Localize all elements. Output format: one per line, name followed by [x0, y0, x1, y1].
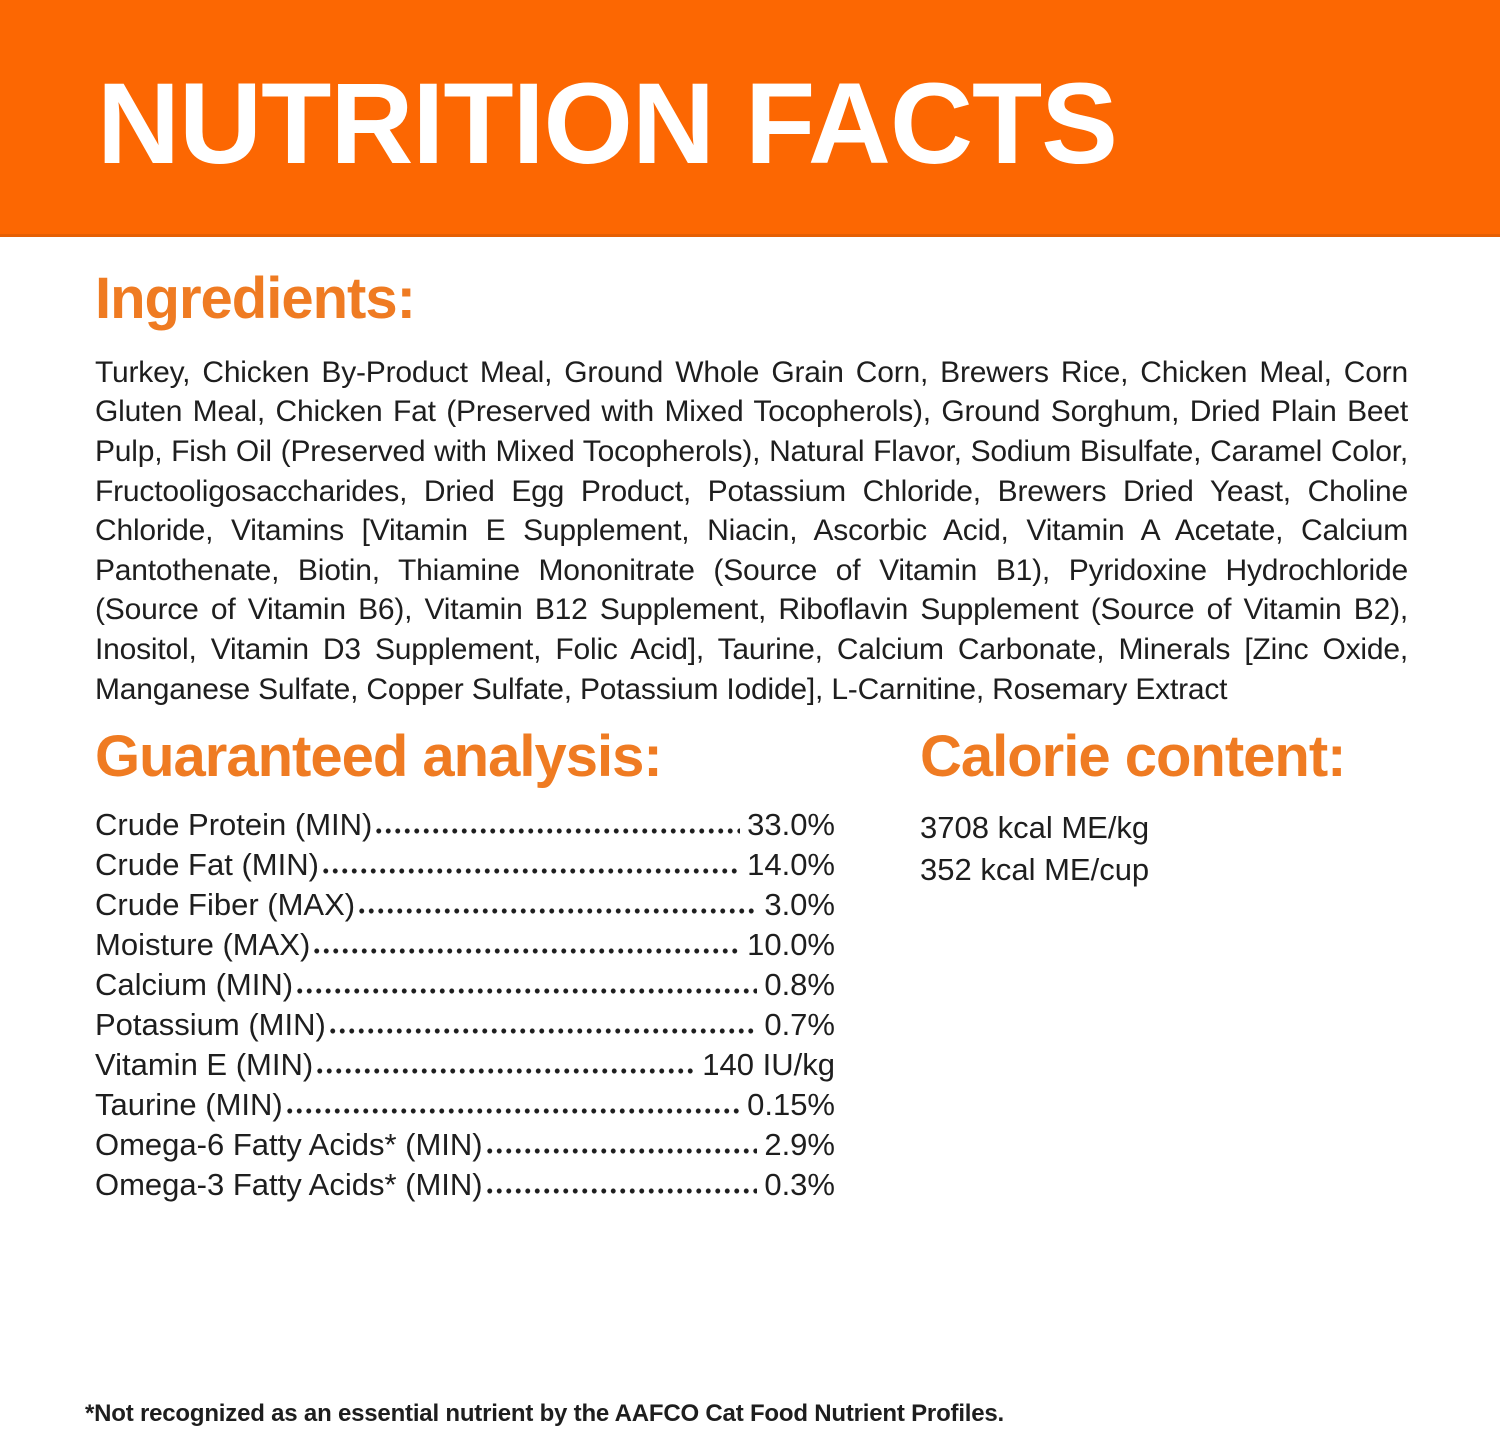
calorie-content-section: Calorie content: 3708 kcal ME/kg 352 kca…	[920, 725, 1346, 891]
analysis-row: Moisture (MAX) 10.0%	[95, 922, 835, 963]
analysis-row-value: 140 IU/kg	[702, 1046, 835, 1082]
calorie-content-heading: Calorie content:	[920, 724, 1346, 790]
analysis-row-value: 33.0%	[747, 806, 835, 842]
analysis-row-value: 3.0%	[764, 886, 835, 922]
analysis-row-label: Crude Fiber (MAX)	[95, 886, 356, 922]
guaranteed-analysis-list: Crude Protein (MIN) 33.0% Crude Fat (MIN…	[95, 802, 835, 1203]
dot-leader	[357, 882, 758, 923]
ingredients-heading: Ingredients:	[95, 266, 416, 331]
page-title: NUTRITION FACTS	[97, 59, 1118, 188]
analysis-row-value: 2.9%	[764, 1126, 835, 1162]
dot-leader	[312, 922, 741, 963]
dot-leader	[295, 962, 758, 1003]
calorie-line-kg: 3708 kcal ME/kg	[920, 809, 1150, 845]
dot-leader	[374, 802, 741, 843]
analysis-row: Taurine (MIN) 0.15%	[95, 1082, 835, 1123]
analysis-row: Calcium (MIN) 0.8%	[95, 962, 835, 1003]
ingredients-text: Turkey, Chicken By-Product Meal, Ground …	[95, 355, 1408, 706]
analysis-row: Crude Fiber (MAX) 3.0%	[95, 882, 835, 923]
analysis-row-value: 0.7%	[764, 1006, 835, 1042]
dot-leader	[484, 1162, 758, 1203]
calorie-lines: 3708 kcal ME/kg 352 kcal ME/cup	[920, 807, 1346, 891]
analysis-row-value: 0.3%	[764, 1166, 835, 1202]
dot-leader	[327, 1002, 758, 1043]
analysis-row-label: Crude Protein (MIN)	[95, 806, 373, 842]
analysis-row-label: Omega-3 Fatty Acids* (MIN)	[95, 1166, 483, 1202]
analysis-row-label: Potassium (MIN)	[95, 1006, 326, 1042]
calorie-line-cup: 352 kcal ME/cup	[920, 851, 1150, 887]
analysis-row-value: 0.15%	[747, 1086, 835, 1122]
label-content: Ingredients: Turkey, Chicken By-Product …	[0, 237, 1500, 1203]
guaranteed-analysis-section: Guaranteed analysis: Crude Protein (MIN)…	[95, 725, 835, 1203]
analysis-row: Omega-6 Fatty Acids* (MIN) 2.9%	[95, 1122, 835, 1163]
guaranteed-analysis-heading: Guaranteed analysis:	[95, 724, 663, 790]
analysis-row: Vitamin E (MIN) 140 IU/kg	[95, 1042, 835, 1083]
dot-leader	[484, 1122, 758, 1163]
analysis-calorie-section: Guaranteed analysis: Crude Protein (MIN)…	[95, 725, 1408, 1203]
analysis-row: Crude Protein (MIN) 33.0%	[95, 802, 835, 843]
dot-leader	[284, 1082, 741, 1123]
aafco-footnote: *Not recognized as an essential nutrient…	[85, 1400, 1005, 1427]
analysis-row: Crude Fat (MIN) 14.0%	[95, 842, 835, 883]
analysis-row: Omega-3 Fatty Acids* (MIN) 0.3%	[95, 1162, 835, 1203]
analysis-row: Potassium (MIN) 0.7%	[95, 1002, 835, 1043]
analysis-row-label: Crude Fat (MIN)	[95, 846, 319, 882]
dot-leader	[320, 842, 741, 883]
analysis-row-label: Taurine (MIN)	[95, 1086, 283, 1122]
analysis-row-label: Moisture (MAX)	[95, 926, 311, 962]
analysis-row-value: 0.8%	[764, 966, 835, 1002]
analysis-row-value: 10.0%	[747, 926, 835, 962]
analysis-row-label: Vitamin E (MIN)	[95, 1046, 314, 1082]
header-banner: NUTRITION FACTS	[0, 0, 1500, 237]
analysis-row-label: Omega-6 Fatty Acids* (MIN)	[95, 1126, 483, 1162]
analysis-row-label: Calcium (MIN)	[95, 966, 294, 1002]
analysis-row-value: 14.0%	[747, 846, 835, 882]
dot-leader	[315, 1042, 696, 1083]
